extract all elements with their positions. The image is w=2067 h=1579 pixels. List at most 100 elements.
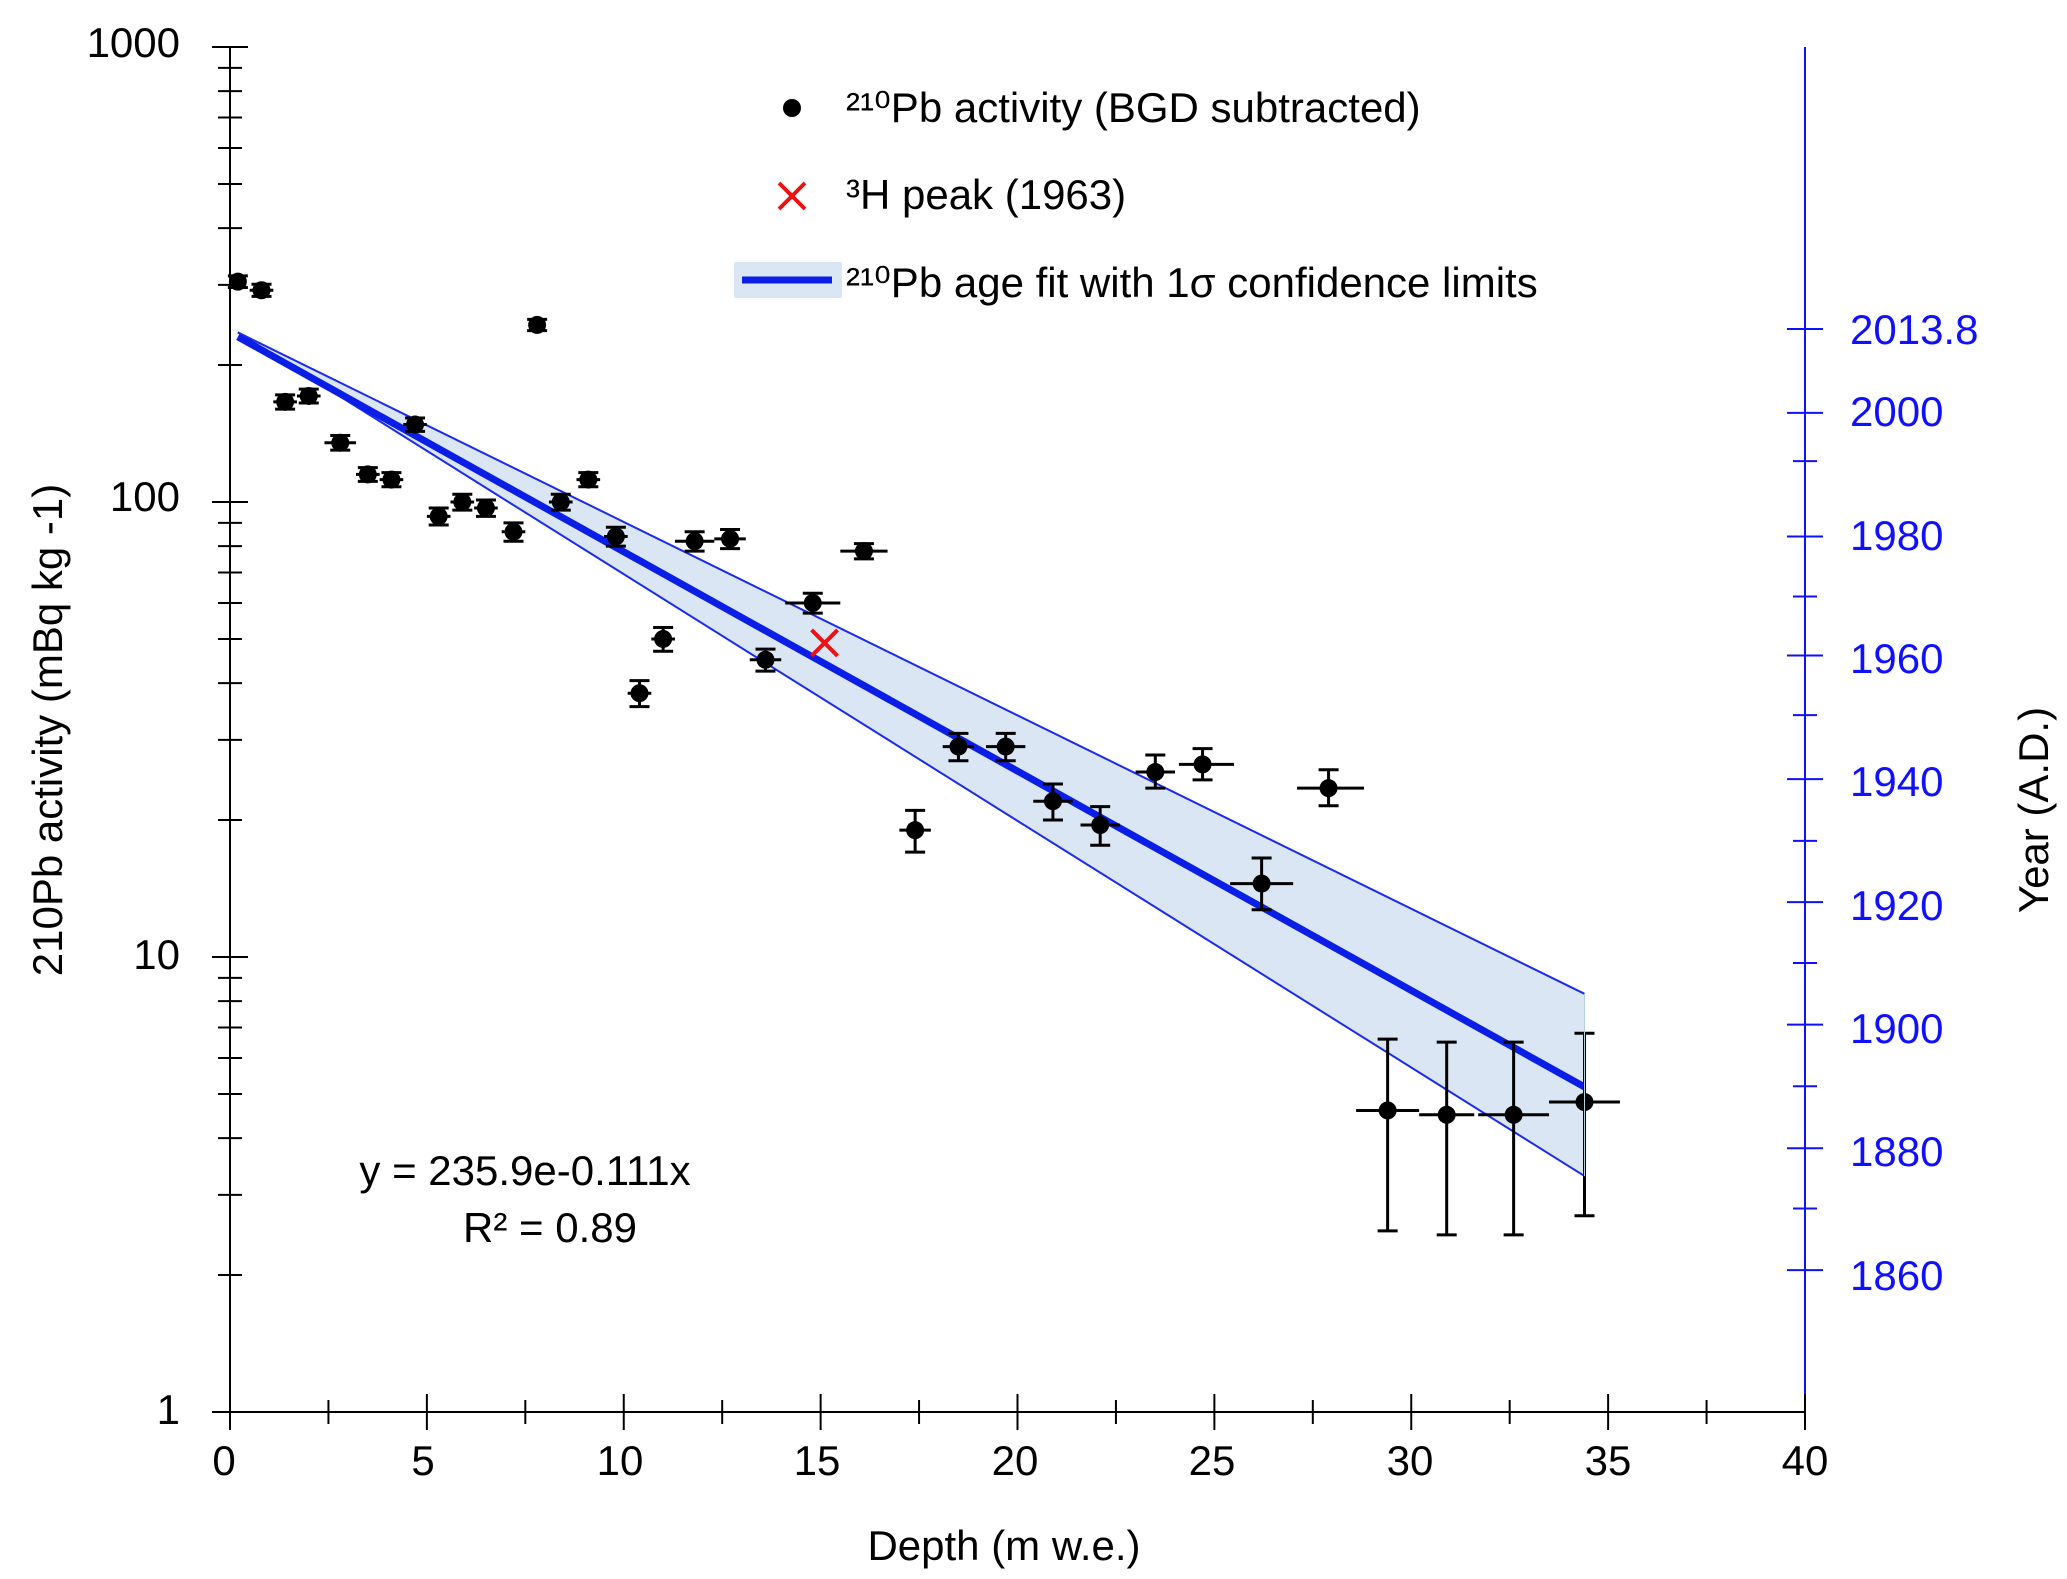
legend-fit-label: ²¹⁰Pb age fit with 1σ confidence limits bbox=[846, 259, 1538, 306]
y-tick-label: 1 bbox=[157, 1386, 180, 1433]
data-point bbox=[1297, 768, 1364, 808]
data-point bbox=[227, 272, 248, 291]
y-tick-label: 100 bbox=[110, 473, 180, 520]
data-point bbox=[674, 530, 715, 553]
point-marker bbox=[331, 433, 350, 452]
point-marker bbox=[654, 629, 673, 648]
x-tick-label: 20 bbox=[992, 1437, 1039, 1484]
point-marker bbox=[504, 522, 523, 541]
point-marker bbox=[1378, 1101, 1397, 1120]
x-tick-label: 0 bbox=[212, 1437, 235, 1484]
fit-r-squared: R² = 0.89 bbox=[463, 1204, 637, 1251]
point-marker bbox=[453, 493, 472, 511]
point-marker bbox=[252, 281, 271, 300]
y2-tick-label: 1900 bbox=[1850, 1005, 1943, 1052]
point-marker bbox=[382, 470, 401, 489]
legend-peak-cross bbox=[777, 181, 807, 211]
data-point bbox=[749, 647, 782, 673]
x-tick-label: 30 bbox=[1387, 1437, 1434, 1484]
confidence-upper-limit bbox=[237, 331, 1585, 995]
y2-tick-label: 2000 bbox=[1850, 388, 1943, 435]
data-point bbox=[450, 492, 475, 512]
point-marker bbox=[685, 532, 704, 551]
point-marker bbox=[228, 272, 247, 291]
point-marker bbox=[1193, 755, 1212, 774]
point-marker bbox=[299, 386, 318, 405]
point-marker bbox=[721, 529, 740, 548]
point-marker bbox=[630, 684, 649, 703]
y-tick-label: 1000 bbox=[87, 19, 180, 66]
data-point bbox=[627, 679, 652, 709]
data-point bbox=[1033, 782, 1073, 822]
data-point bbox=[1230, 856, 1294, 912]
point-marker bbox=[1319, 779, 1338, 798]
data-point bbox=[1478, 1040, 1550, 1237]
data-point bbox=[1419, 1040, 1475, 1237]
x-axis-title: Depth (m w.e.) bbox=[867, 1522, 1140, 1569]
data-points bbox=[227, 272, 1620, 1237]
point-marker bbox=[606, 527, 625, 546]
y2-tick-label: 1980 bbox=[1850, 512, 1943, 559]
x-tick-label: 40 bbox=[1782, 1437, 1829, 1484]
data-point bbox=[714, 528, 746, 551]
point-marker bbox=[1504, 1105, 1523, 1124]
point-marker bbox=[906, 821, 925, 840]
legend-peak-label: ³H peak (1963) bbox=[846, 171, 1126, 218]
data-point bbox=[1356, 1037, 1420, 1233]
data-point bbox=[576, 470, 601, 489]
y2-tick-label: 1860 bbox=[1850, 1252, 1943, 1299]
data-point bbox=[548, 492, 573, 512]
y2-tick-label: 1880 bbox=[1850, 1128, 1943, 1175]
point-marker bbox=[358, 465, 377, 484]
data-point bbox=[403, 415, 427, 434]
peak-marker bbox=[810, 628, 839, 658]
confidence-lower-limit bbox=[237, 331, 1586, 1177]
point-marker bbox=[528, 315, 547, 334]
data-point bbox=[651, 625, 675, 653]
point-marker bbox=[476, 499, 495, 518]
legend-peak-marker bbox=[777, 181, 807, 211]
x-tick-label: 10 bbox=[597, 1437, 644, 1484]
point-marker bbox=[429, 507, 448, 526]
point-marker bbox=[1437, 1105, 1456, 1124]
tritium-peak-marker bbox=[810, 628, 839, 658]
point-marker bbox=[579, 470, 598, 489]
y-axis-title: 210Pb activity (mBq kg -1) bbox=[24, 484, 71, 977]
point-marker bbox=[1146, 763, 1165, 782]
y2-tick-label: 2013.8 bbox=[1850, 306, 1978, 353]
y2-tick-label: 1940 bbox=[1850, 758, 1943, 805]
right-axis-ticks bbox=[1787, 328, 1823, 1272]
peak-cross-stroke bbox=[777, 181, 807, 211]
data-point bbox=[379, 470, 404, 489]
data-point bbox=[840, 542, 888, 561]
data-point bbox=[986, 731, 1026, 763]
x-tick-label: 5 bbox=[411, 1437, 434, 1484]
age-fit-line bbox=[236, 333, 1587, 1090]
point-marker bbox=[551, 493, 570, 511]
x-tick-label: 15 bbox=[794, 1437, 841, 1484]
data-point bbox=[1178, 747, 1235, 782]
x-tick-label: 35 bbox=[1585, 1437, 1632, 1484]
point-marker bbox=[756, 650, 775, 669]
legend: ²¹⁰Pb activity (BGD subtracted) ³H peak … bbox=[734, 84, 1538, 306]
data-point bbox=[501, 521, 526, 543]
legend-points-label: ²¹⁰Pb activity (BGD subtracted) bbox=[846, 84, 1421, 131]
peak-cross-stroke bbox=[810, 628, 839, 658]
data-point bbox=[604, 525, 628, 548]
data-point bbox=[899, 808, 931, 854]
data-point bbox=[273, 392, 297, 411]
fit-equation: y = 235.9e-0.111x bbox=[359, 1147, 690, 1194]
data-point bbox=[527, 315, 548, 334]
point-marker bbox=[406, 415, 425, 434]
data-point bbox=[296, 386, 321, 405]
data-point bbox=[474, 498, 498, 518]
bottom-axis-ticks bbox=[229, 1394, 1806, 1430]
y-tick-label: 10 bbox=[133, 931, 180, 978]
y2-axis-title: Year (A.D.) bbox=[2010, 707, 2057, 913]
point-marker bbox=[803, 593, 822, 612]
point-marker bbox=[1043, 792, 1062, 811]
data-point bbox=[1080, 805, 1120, 847]
data-point bbox=[356, 465, 380, 484]
point-marker bbox=[1091, 816, 1110, 835]
data-point bbox=[426, 506, 451, 527]
